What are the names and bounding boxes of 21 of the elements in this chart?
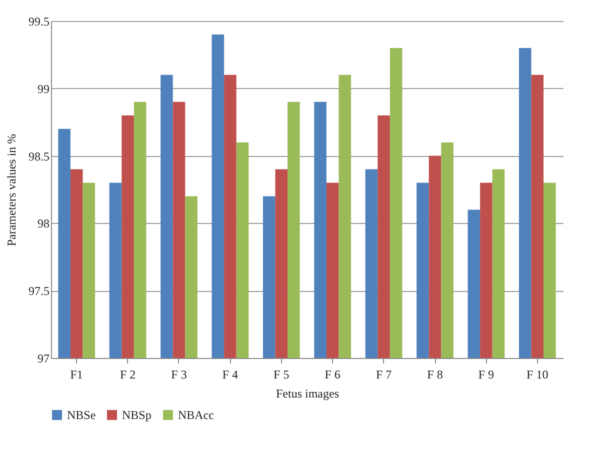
x-tick-label: F 6 — [324, 368, 340, 382]
x-tick-label: F 10 — [526, 368, 548, 382]
y-tick-label: 97.5 — [28, 284, 50, 298]
x-tick-label: F 7 — [376, 368, 392, 382]
y-axis-title: Parameters values in % — [4, 134, 18, 246]
x-axis-title: Fetus images — [276, 386, 340, 400]
x-tick-label: F 5 — [274, 368, 290, 382]
x-tick-label: F1 — [70, 368, 83, 382]
legend-label: NBSp — [122, 408, 152, 422]
y-tick-label: 99 — [38, 82, 50, 96]
y-tick-label: 97 — [38, 352, 50, 366]
legend-label: NBSe — [67, 408, 96, 422]
x-tick-label: F 9 — [478, 368, 494, 382]
legend-label: NBAcc — [178, 408, 214, 422]
y-tick-label: 98 — [38, 216, 50, 231]
y-tick-label: 98.5 — [28, 149, 50, 164]
y-tick-label: 99.5 — [28, 14, 50, 28]
x-tick-label: F 3 — [171, 368, 187, 382]
x-tick-label: F 2 — [120, 368, 136, 382]
x-tick-label: F 4 — [222, 368, 238, 382]
x-tick-label: F 8 — [427, 368, 443, 382]
